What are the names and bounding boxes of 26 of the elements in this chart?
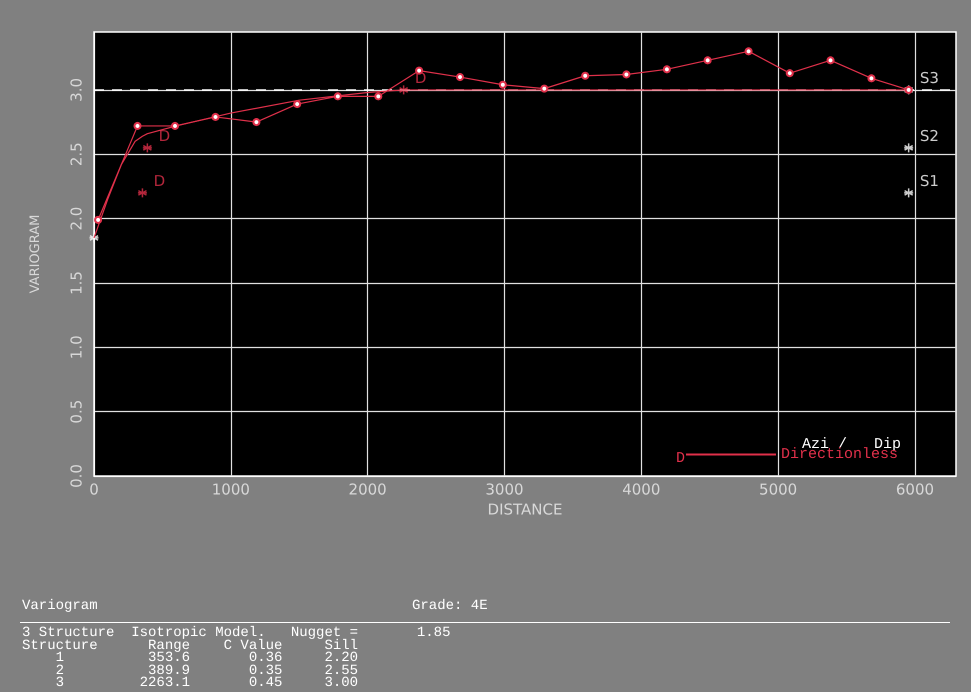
x-tick-label: 1000 xyxy=(212,480,250,498)
text: Variogram xyxy=(22,598,98,614)
data-label: D xyxy=(158,126,170,145)
text: Grade: 4E xyxy=(412,598,488,614)
x-axis-title: DISTANCE xyxy=(488,500,562,518)
y-tick-label: 0.0 xyxy=(68,464,86,488)
x-tick-label: 0 xyxy=(89,480,99,498)
y-tick-label: 2.5 xyxy=(68,142,86,166)
text: 3 2263.1 0.45 3.00 xyxy=(54,675,358,691)
x-tick-label: 6000 xyxy=(896,480,934,498)
y-tick-label: 1.5 xyxy=(68,271,86,295)
y-tick-label: 1.0 xyxy=(68,335,86,360)
data-label: S3 xyxy=(920,68,939,87)
y-tick-label: 0.5 xyxy=(68,400,86,424)
x-tick-label: 2000 xyxy=(348,480,387,498)
data-label: S1 xyxy=(920,172,939,190)
data-label: D xyxy=(154,172,166,190)
y-axis-title: VARIOGRAM xyxy=(28,214,43,294)
annotation: D xyxy=(676,450,686,467)
y-tick-label: 3.0 xyxy=(68,78,86,102)
x-tick-label: 5000 xyxy=(759,480,798,498)
x-tick-label: 4000 xyxy=(622,480,660,498)
x-tick-label: 3000 xyxy=(485,480,524,498)
text: 1 353.6 0.36 2.20 xyxy=(54,650,358,666)
data-label: S2 xyxy=(920,126,939,145)
y-tick-label: 2.0 xyxy=(68,206,86,231)
